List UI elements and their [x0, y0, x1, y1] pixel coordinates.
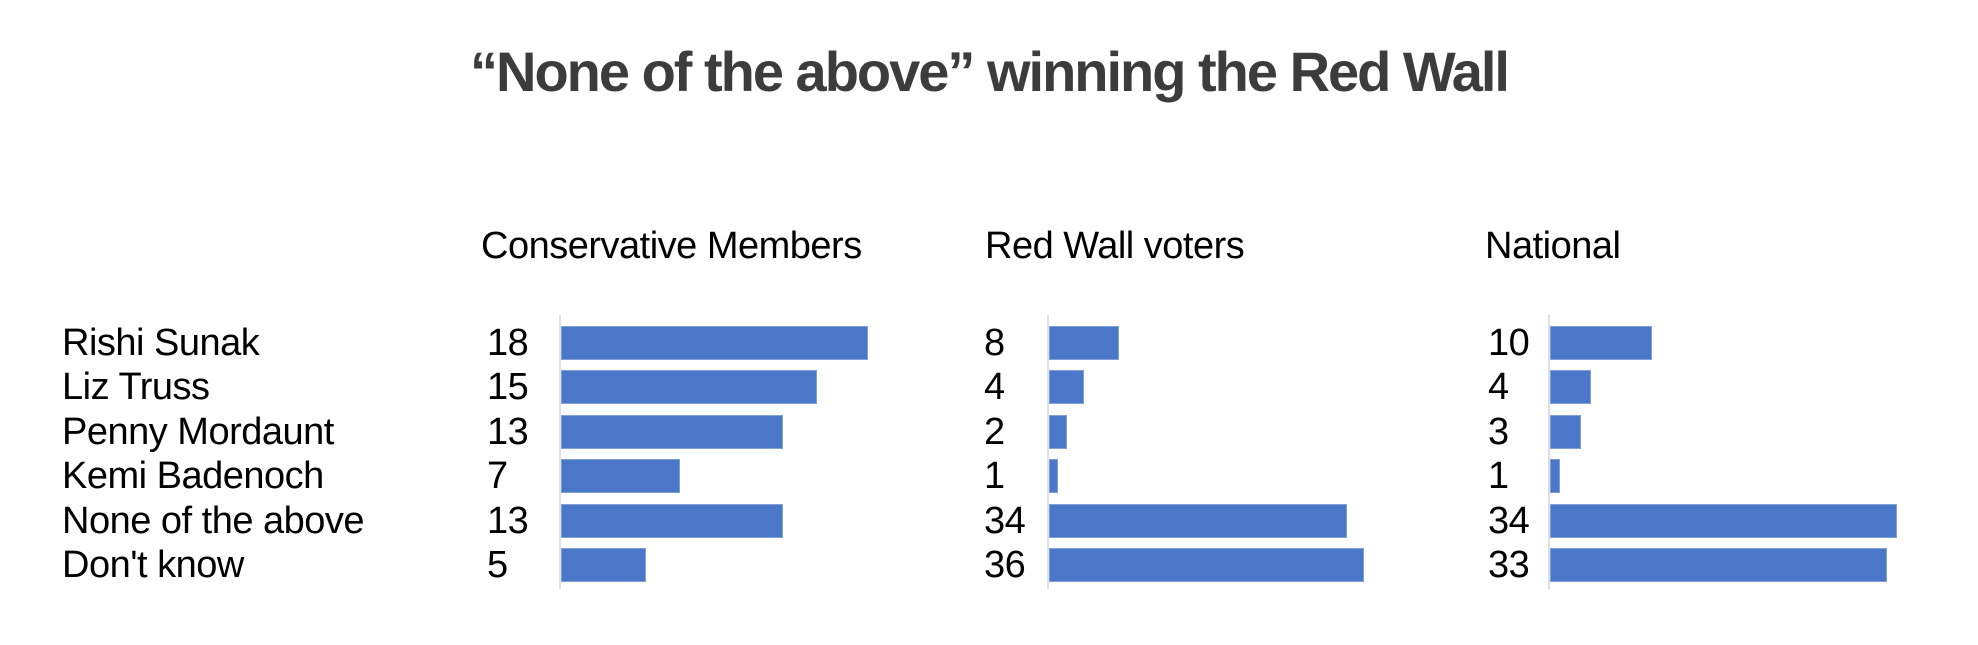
value-label: 4 [984, 366, 1005, 409]
chart-title: “None of the above” winning the Red Wall [470, 40, 1510, 103]
value-label: 5 [487, 544, 508, 586]
bar [561, 370, 817, 405]
bar [1049, 414, 1067, 449]
bar [1049, 370, 1084, 405]
bar [1049, 503, 1347, 538]
bar [561, 459, 680, 494]
axis-line [559, 315, 561, 589]
bar [1550, 370, 1591, 405]
value-label: 18 [487, 322, 529, 364]
bar [561, 548, 646, 582]
bar [561, 326, 868, 360]
value-label: 36 [984, 544, 1026, 586]
value-label: 8 [984, 322, 1005, 364]
value-label: 2 [984, 410, 1005, 453]
value-label: 4 [1488, 366, 1509, 409]
value-label: 34 [1488, 499, 1530, 542]
column-header: Red Wall voters [985, 225, 1245, 267]
value-label: 10 [1488, 322, 1530, 364]
column-header: National [1485, 225, 1621, 267]
category-label: Kemi Badenoch [62, 455, 324, 498]
bar [1550, 548, 1887, 582]
value-label: 15 [487, 366, 529, 409]
value-label: 34 [984, 499, 1026, 542]
value-label: 7 [487, 455, 508, 498]
value-label: 13 [487, 410, 529, 453]
bar [1049, 326, 1119, 360]
bar [1550, 414, 1581, 449]
column-header: Conservative Members [481, 225, 862, 267]
bar [1550, 503, 1897, 538]
axis-line [1047, 315, 1049, 589]
bar [1550, 326, 1652, 360]
category-label: None of the above [62, 499, 365, 542]
bar [561, 414, 783, 449]
bar [1049, 459, 1058, 494]
value-label: 13 [487, 499, 529, 542]
category-label: Rishi Sunak [62, 322, 260, 364]
bar [1049, 548, 1364, 582]
value-label: 1 [1488, 455, 1509, 498]
value-label: 33 [1488, 544, 1530, 586]
category-label: Liz Truss [62, 366, 210, 409]
category-label: Penny Mordaunt [62, 410, 334, 453]
bar [1550, 459, 1560, 494]
bar [561, 503, 783, 538]
axis-line [1548, 315, 1550, 589]
value-label: 3 [1488, 410, 1509, 453]
value-label: 1 [984, 455, 1005, 498]
category-label: Don't know [62, 544, 244, 586]
